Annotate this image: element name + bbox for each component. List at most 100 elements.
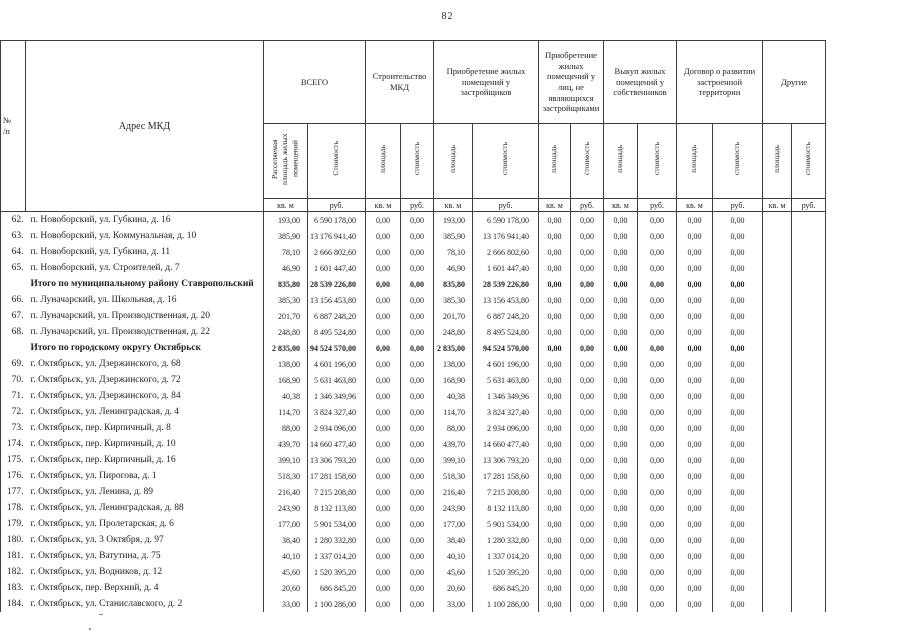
cell-zero-value: 0,00 bbox=[570, 292, 604, 308]
cell-zero-value: 0,00 bbox=[570, 276, 604, 292]
row-number: 67. bbox=[0, 308, 26, 324]
cell-area-value: 45,60 bbox=[263, 564, 308, 580]
unit-label: кв. м bbox=[433, 198, 473, 212]
column-group-header: Договор о развитии застроенной территори… bbox=[676, 40, 764, 124]
cell-cost-value: 1 337 014,20 bbox=[307, 548, 366, 564]
cell-zero-value: 0,00 bbox=[712, 580, 763, 596]
cell-zero-value: 0,00 bbox=[637, 580, 677, 596]
cell-zero-value: 0,00 bbox=[603, 356, 638, 372]
table-row-subtotal: Итого по муниципальному району Ставропол… bbox=[0, 276, 827, 292]
column-subheader-label: стоимость bbox=[732, 142, 742, 175]
cell-zero-value: 0,00 bbox=[676, 548, 713, 564]
cell-area-value: 248,80 bbox=[433, 324, 473, 340]
cell-empty bbox=[762, 516, 792, 532]
cell-empty bbox=[762, 436, 792, 452]
row-number: 63. bbox=[0, 228, 26, 244]
cell-zero-value: 0,00 bbox=[400, 308, 434, 324]
column-subheader: площадь bbox=[762, 123, 793, 199]
cell-zero-value: 0,00 bbox=[637, 564, 677, 580]
cell-zero-value: 0,00 bbox=[637, 292, 677, 308]
cell-zero-value: 0,00 bbox=[570, 564, 604, 580]
row-address: п. Луначарский, ул. Школьная, д. 16 bbox=[30, 295, 177, 305]
cell-zero-value: 0,00 bbox=[400, 356, 434, 372]
column-group-header: Другие bbox=[762, 40, 827, 124]
cell-area-value: 114,70 bbox=[263, 404, 308, 420]
cell-zero-value: 0,00 bbox=[603, 308, 638, 324]
cell-zero-value: 0,00 bbox=[570, 308, 604, 324]
cell-zero-value: 0,00 bbox=[365, 532, 401, 548]
cell-area-value: 38,40 bbox=[263, 532, 308, 548]
table-row: 62. п. Новоборский, ул. Губкина, д. 16 193… bbox=[0, 211, 827, 228]
cell-empty bbox=[762, 276, 792, 292]
cell-area-value: 114,70 bbox=[433, 404, 473, 420]
row-address: Итого по муниципальному району Ставропол… bbox=[30, 279, 254, 289]
cell-zero-value: 0,00 bbox=[400, 276, 434, 292]
row-address: г. Октябрьск, ул. Ленинградская, д. 4 bbox=[30, 407, 180, 417]
cell-area-value: 78,10 bbox=[263, 244, 308, 260]
row-number: 72. bbox=[0, 404, 26, 420]
cell-zero-value: 0,00 bbox=[538, 548, 571, 564]
cell-zero-value: 0,00 bbox=[603, 228, 638, 244]
cell-area-value: 40,10 bbox=[263, 548, 308, 564]
cell-zero-value: 0,00 bbox=[538, 468, 571, 484]
table-row: 66. п. Луначарский, ул. Школьная, д. 16 38… bbox=[0, 292, 827, 308]
table-row: 182. г. Октябрьск, ул. Водников, д. 12 45,… bbox=[0, 564, 827, 580]
header-row-units: кв. м руб. кв. м руб. кв. м руб. кв. м руб. кв. … bbox=[1, 198, 827, 212]
cell-cost-value: 1 601 447,40 bbox=[471, 260, 539, 276]
cell-zero-value: 0,00 bbox=[400, 516, 434, 532]
cell-zero-value: 0,00 bbox=[603, 420, 638, 436]
cell-zero-value: 0,00 bbox=[676, 564, 713, 580]
row-address: г. Октябрьск, ул. Пролетарская, д. 6 bbox=[30, 519, 174, 529]
cell-zero-value: 0,00 bbox=[538, 244, 571, 260]
row-number: 175. bbox=[0, 452, 26, 468]
cell-zero-value: 0,00 bbox=[676, 211, 713, 228]
row-number: 65. bbox=[0, 260, 26, 276]
cell-zero-value: 0,00 bbox=[712, 436, 763, 452]
cell-zero-value: 0,00 bbox=[712, 484, 763, 500]
column-subheader: площадь bbox=[538, 123, 572, 199]
cell-zero-value: 0,00 bbox=[603, 211, 638, 228]
cell-empty bbox=[762, 211, 792, 228]
cell-area-value: 216,40 bbox=[433, 484, 473, 500]
cell-zero-value: 0,00 bbox=[570, 516, 604, 532]
cell-area-value: 193,00 bbox=[433, 211, 473, 228]
cell-zero-value: 0,00 bbox=[676, 340, 713, 356]
column-subheader-label: стоимость bbox=[411, 142, 421, 175]
cell-cost-value: 4 601 196,00 bbox=[307, 356, 366, 372]
cell-zero-value: 0,00 bbox=[676, 388, 713, 404]
cell-area-value: 385,90 bbox=[433, 228, 473, 244]
cell-zero-value: 0,00 bbox=[400, 292, 434, 308]
cell-zero-value: 0,00 bbox=[712, 452, 763, 468]
cell-zero-value: 0,00 bbox=[365, 516, 401, 532]
cell-empty bbox=[762, 324, 792, 340]
cell-area-value: 385,30 bbox=[263, 292, 308, 308]
table-body: 62. п. Новоборский, ул. Губкина, д. 16 193… bbox=[0, 211, 827, 612]
cell-zero-value: 0,00 bbox=[603, 340, 638, 356]
cell-zero-value: 0,00 bbox=[365, 372, 401, 388]
cell-empty bbox=[791, 596, 827, 612]
cell-empty bbox=[791, 404, 827, 420]
cell-zero-value: 0,00 bbox=[570, 468, 604, 484]
row-address: Итого по городскому округу Октябрьск bbox=[30, 343, 201, 353]
cell-zero-value: 0,00 bbox=[712, 596, 763, 612]
column-subheader: стоимость bbox=[637, 123, 678, 199]
cell-area-value: 216,40 bbox=[263, 484, 308, 500]
cell-empty bbox=[791, 548, 827, 564]
cell-cost-value: 6 887 248,20 bbox=[471, 308, 539, 324]
cell-zero-value: 0,00 bbox=[712, 260, 763, 276]
cell-zero-value: 0,00 bbox=[637, 244, 677, 260]
row-address: г. Октябрьск, ул. Ленинградская, д. 88 bbox=[30, 503, 184, 513]
cell-zero-value: 0,00 bbox=[400, 420, 434, 436]
cell-zero-value: 0,00 bbox=[603, 276, 638, 292]
cell-zero-value: 0,00 bbox=[570, 532, 604, 548]
cell-empty bbox=[791, 276, 827, 292]
cell-zero-value: 0,00 bbox=[400, 596, 434, 612]
cell-zero-value: 0,00 bbox=[603, 244, 638, 260]
cell-zero-value: 0,00 bbox=[400, 452, 434, 468]
cell-zero-value: 0,00 bbox=[637, 372, 677, 388]
cell-zero-value: 0,00 bbox=[570, 580, 604, 596]
cell-area-value: 33,00 bbox=[263, 596, 308, 612]
header-row-subheaders: Расселяемая площадь жилых помещений Стоим… bbox=[1, 123, 827, 199]
cell-zero-value: 0,00 bbox=[365, 596, 401, 612]
row-number: 174. bbox=[0, 436, 26, 452]
